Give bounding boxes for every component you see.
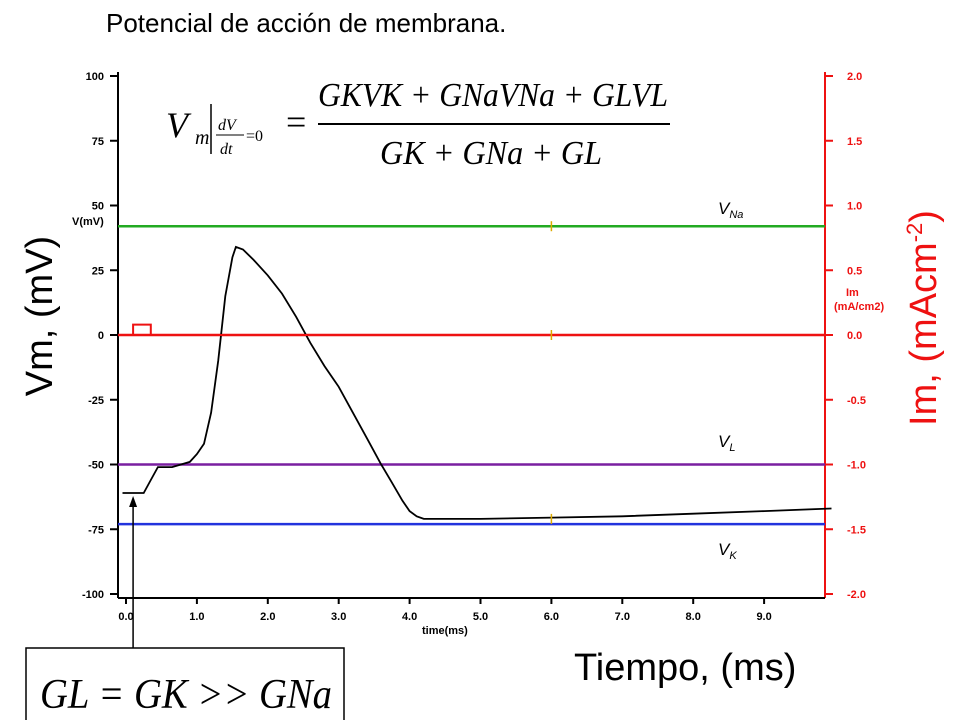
left-tick-label: 0 [98,330,104,342]
left-tick-label: 100 [86,71,104,83]
bottom-tick-label: 0.0 [118,611,133,623]
left-tick-label: 75 [92,136,104,148]
series-lines [122,245,832,520]
v-l-main: V [718,432,731,451]
left-tick-label: -100 [82,589,104,601]
v-na-sub: Na [729,209,743,221]
stimulus-arrow [129,496,138,652]
bottom-tick-label: 8.0 [686,611,701,623]
y-axis-left-title: Vm, (mV) [19,236,61,396]
eq-cond-eq: =0 [246,128,263,145]
left-tick-label: -25 [88,395,104,407]
membrane-potential-equation: V m dV dt =0 = GKVK + GNaVNa + GLVL GK +… [166,77,670,172]
eq-numerator: GKVK + GNaVNa + GLVL [318,77,668,114]
right-tick-label: -1.5 [847,524,866,536]
bottom-tick-label: 5.0 [473,611,488,623]
eq-cond-den: dt [220,141,233,158]
bottom-tick-label: 9.0 [756,611,771,623]
right-tick-label: -2.0 [847,589,866,601]
v-na-label: VNa [718,199,743,221]
v-k-label: VK [718,540,737,562]
bottom-tick-label: 2.0 [260,611,275,623]
left-tick-label: -50 [88,460,104,472]
right-tick-label: -1.0 [847,460,866,472]
right-tick-label: 0.0 [847,330,862,342]
right-tick-label: 0.5 [847,265,862,277]
right-axis-small-label-1: Im [846,287,859,299]
eq-equals: = [286,102,306,142]
right-tick-label: 1.5 [847,136,862,148]
left-ticks: 100 75 50 25 0 -25 -50 -75 -100 [82,71,118,601]
right-tick-label: 1.0 [847,201,862,213]
bottom-ticks: 0.0 1.0 2.0 3.0 4.0 5.0 6.0 7.0 8.0 9.0 [118,598,772,623]
bottom-tick-label: 7.0 [615,611,630,623]
y-axis-right-title: Im, (mAcm-2) [902,210,945,426]
right-axis-small-label-2: (mA/cm2) [834,301,884,313]
left-axis-small-label: V(mV) [72,216,104,228]
v-l-label: VL [718,432,735,454]
bottom-tick-label: 3.0 [331,611,346,623]
bottom-tick-label: 1.0 [189,611,204,623]
eq-lhs: V [166,105,192,145]
left-tick-label: 50 [92,201,104,213]
x-axis-title: Tiempo, (ms) [574,647,796,689]
bottom-axis-small-label: time(ms) [422,625,468,637]
v-na-main: V [718,199,731,218]
right-tick-label: 2.0 [847,71,862,83]
bottom-tick-label: 4.0 [402,611,417,623]
conductance-equation: GL = GK >> GNa [40,672,332,718]
stimulus-current-trace [122,323,832,336]
y-axis-right-title-exp: -2 [902,223,927,243]
left-tick-label: 25 [92,265,104,277]
right-tick-label: -0.5 [847,395,866,407]
v-k-main: V [718,540,731,559]
right-ticks: 2.0 1.5 1.0 0.5 0.0 -0.5 -1.0 -1.5 -2.0 [825,71,866,601]
v-k-sub: K [729,550,737,562]
reference-lines [118,224,825,526]
y-axis-right-title-main: Im, (mAcm [903,242,945,426]
eq-lhs-sub: m [195,127,209,149]
page-title: Potencial de acción de membrana. [106,8,507,38]
conductance-equation-box: GL = GK >> GNa [25,647,345,720]
left-tick-label: -75 [88,524,104,536]
eq-cond-num: dV [218,117,238,134]
membrane-potential-trace [122,245,832,520]
v-l-sub: L [729,442,735,454]
bottom-tick-label: 6.0 [544,611,559,623]
y-axis-right-title-close: ) [903,210,945,223]
eq-denominator: GK + GNa + GL [380,135,602,172]
